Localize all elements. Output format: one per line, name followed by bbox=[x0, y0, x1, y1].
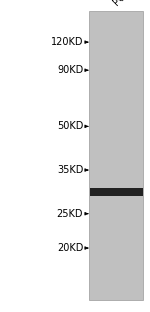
Text: 20KD: 20KD bbox=[57, 243, 83, 253]
Bar bbox=[90, 188, 142, 196]
Text: 50KD: 50KD bbox=[57, 121, 83, 131]
Text: 35KD: 35KD bbox=[57, 165, 83, 175]
Text: 90KD: 90KD bbox=[57, 65, 83, 75]
Text: 120KD: 120KD bbox=[51, 37, 83, 47]
Text: 25KD: 25KD bbox=[57, 209, 83, 219]
Bar bbox=[89, 11, 143, 300]
Text: PC3: PC3 bbox=[111, 0, 131, 8]
